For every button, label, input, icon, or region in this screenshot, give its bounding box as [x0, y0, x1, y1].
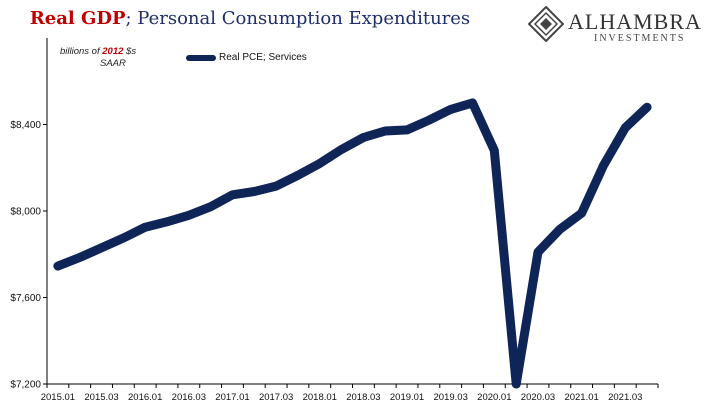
logo-subtitle: INVESTMENTS — [594, 33, 686, 44]
chart-ticks: $7,200 $7,600 $8,000 $8,400 2015.01 2015.03 20… — [10, 120, 659, 403]
logo-name: ALHAMBRA — [568, 9, 702, 34]
chart-title: Real GDP; Personal Consumption Expenditu… — [0, 8, 500, 29]
unit-note: billions of 2012 $s SAAR — [60, 46, 136, 70]
legend-swatch — [186, 54, 216, 61]
y-tick-label: $7,600 — [10, 293, 41, 304]
y-tick-label: $7,200 — [10, 380, 41, 391]
unit-note-year: 2012 — [102, 46, 124, 57]
legend: Real PCE; Services — [186, 52, 307, 63]
x-tick-label: 2017.03 — [259, 392, 293, 403]
x-tick-label: 2018.03 — [346, 392, 380, 403]
x-tick-label: 2017.01 — [215, 392, 249, 403]
x-tick-label: 2015.01 — [41, 392, 75, 403]
y-tick-label: $8,400 — [10, 120, 41, 131]
y-tick-label: $8,000 — [10, 207, 41, 218]
x-tick-label: 2016.03 — [172, 392, 206, 403]
logo-diamond-icon — [528, 6, 564, 42]
legend-label: Real PCE; Services — [219, 52, 307, 63]
x-tick-label: 2018.01 — [303, 392, 337, 403]
chart-title-highlight: Real GDP — [29, 8, 126, 29]
x-tick-label: 2020.03 — [521, 392, 555, 403]
x-tick-label: 2015.03 — [84, 392, 118, 403]
x-tick-label: 2019.01 — [390, 392, 424, 403]
unit-note-saar: SAAR — [100, 58, 126, 69]
series-line — [53, 98, 652, 389]
x-tick-label: 2021.03 — [608, 392, 642, 403]
x-tick-label: 2019.03 — [434, 392, 468, 403]
chart-title-rest: ; Personal Consumption Expenditures — [125, 8, 471, 29]
chart-series — [53, 98, 652, 389]
unit-note-suffix: $s — [123, 46, 137, 57]
logo: ALHAMBRA INVESTMENTS — [528, 6, 701, 46]
chart-axes — [46, 38, 658, 385]
x-tick-label: 2020.01 — [477, 392, 511, 403]
unit-note-prefix: billions of — [60, 46, 103, 57]
x-tick-label: 2016.01 — [128, 392, 162, 403]
x-tick-label: 2021.01 — [564, 392, 598, 403]
